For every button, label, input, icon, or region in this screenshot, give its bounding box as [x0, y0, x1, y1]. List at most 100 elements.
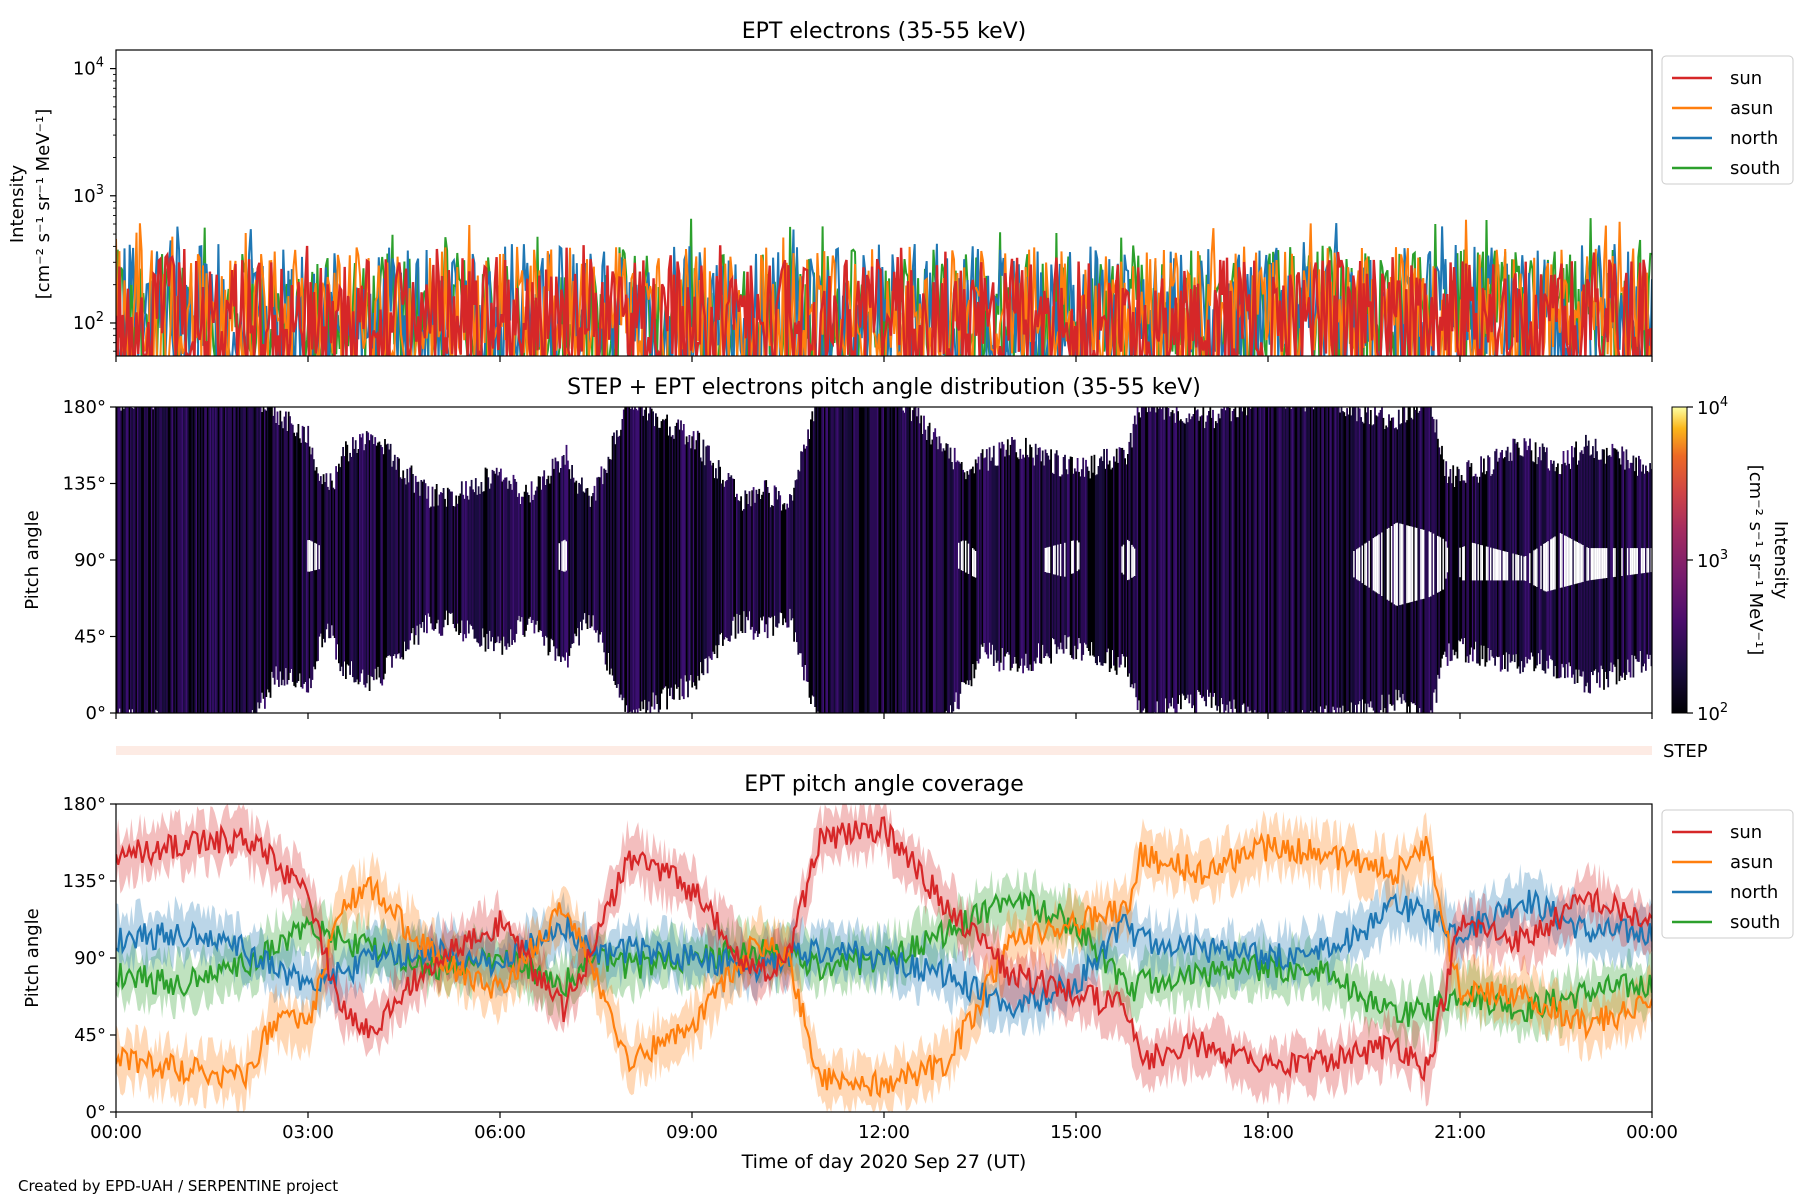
heatmap-column — [666, 414, 668, 710]
heatmap-column — [634, 407, 636, 713]
heatmap-column — [370, 434, 372, 677]
heatmap-column — [636, 410, 639, 713]
heatmap-gap — [318, 545, 321, 570]
heatmap-column — [1457, 469, 1460, 641]
heatmap-column — [385, 444, 388, 658]
heatmap-column — [970, 468, 973, 687]
heatmap-column — [526, 492, 529, 625]
heatmap-gap — [1406, 525, 1408, 604]
heatmap-column — [211, 407, 213, 713]
heatmap-column — [1143, 407, 1146, 709]
heatmap-column — [272, 415, 275, 678]
heatmap-gap — [1402, 524, 1404, 605]
heatmap-column — [983, 458, 985, 643]
heatmap-column — [942, 448, 945, 713]
heatmap-column — [614, 444, 617, 685]
heatmap-gap — [1353, 551, 1355, 578]
heatmap-column — [1160, 409, 1163, 713]
heatmap-column — [1418, 410, 1421, 709]
heatmap-column — [1530, 450, 1533, 653]
heatmap-column — [357, 449, 360, 685]
heatmap-column — [416, 482, 418, 626]
heatmap-column — [818, 407, 821, 713]
heatmap-column — [906, 407, 909, 713]
heatmap-column — [554, 457, 557, 661]
heatmap-column — [363, 450, 365, 685]
heatmap-column — [713, 478, 716, 654]
heatmap-column — [951, 462, 953, 713]
heatmap-column — [833, 407, 836, 713]
panel-intensity: EPT electrons (35-55 keV) 102 103 104 Inte… — [7, 19, 1794, 362]
heatmap-column — [1344, 416, 1347, 713]
heatmap-gap — [1381, 532, 1383, 596]
heatmap-column — [191, 407, 194, 713]
heatmap-column — [441, 493, 444, 636]
heatmap-column — [568, 469, 571, 656]
panel3-title: EPT pitch angle coverage — [744, 772, 1024, 797]
heatmap-column — [1526, 450, 1529, 664]
heatmap-column — [1242, 407, 1245, 704]
heatmap-column — [480, 482, 483, 646]
heatmap-column — [1628, 468, 1631, 673]
heatmap-column — [782, 504, 784, 626]
heatmap-column — [1157, 408, 1160, 713]
heatmap-column — [1234, 407, 1237, 709]
heatmap-gap — [1569, 538, 1572, 586]
heatmap-column — [216, 407, 219, 713]
heatmap-gap — [974, 551, 977, 578]
heatmap-column — [719, 466, 721, 635]
heatmap-column — [882, 407, 885, 713]
heatmap-column — [500, 468, 502, 641]
heatmap-column — [1286, 407, 1288, 713]
heatmap-column — [342, 447, 344, 676]
heatmap-column — [198, 407, 201, 713]
heatmap-column — [994, 465, 997, 651]
heatmap-column — [877, 407, 879, 713]
heatmap-column — [1022, 454, 1024, 674]
heatmap-column — [797, 469, 800, 655]
heatmap-gap — [1386, 528, 1389, 600]
heatmap-column — [410, 465, 413, 634]
heatmap-column — [984, 457, 987, 653]
heatmap-gap — [1046, 547, 1048, 573]
heatmap-column — [1339, 412, 1341, 708]
heatmap-column — [507, 488, 509, 644]
heatmap-column — [1508, 461, 1510, 655]
heatmap-column — [135, 407, 138, 713]
heatmap-column — [333, 489, 336, 638]
heatmap-column — [224, 407, 227, 713]
heatmap-column — [396, 457, 399, 655]
heatmap-column — [985, 449, 988, 655]
heatmap-gap — [1409, 526, 1411, 603]
heatmap-column — [1434, 432, 1436, 690]
heatmap-column — [231, 407, 234, 713]
heatmap-column — [1557, 463, 1559, 679]
heatmap-gap — [1598, 548, 1601, 579]
heatmap-column — [1075, 471, 1078, 660]
heatmap-column — [248, 407, 251, 713]
heatmap-column — [364, 444, 367, 688]
heatmap-column — [988, 447, 991, 643]
heatmap-column — [775, 487, 777, 627]
heatmap-column — [343, 456, 346, 662]
heatmap-column — [674, 426, 677, 685]
heatmap-column — [241, 407, 244, 713]
heatmap-column — [550, 475, 553, 639]
heatmap-column — [682, 424, 685, 700]
heatmap-gap — [1512, 553, 1515, 581]
heatmap-column — [1466, 462, 1469, 657]
heatmap-column — [900, 407, 903, 713]
heatmap-column — [1153, 407, 1156, 713]
heatmap-column — [1382, 417, 1385, 713]
heatmap-column — [1030, 447, 1033, 671]
heatmap-column — [328, 489, 330, 639]
heatmap-column — [479, 493, 481, 647]
heatmap-column — [427, 486, 430, 614]
heatmap-column — [319, 476, 322, 634]
heatmap-column — [508, 480, 511, 647]
heatmap-column — [620, 429, 622, 695]
heatmap-column — [1607, 455, 1610, 688]
heatmap-column — [863, 407, 865, 713]
heatmap-column — [188, 407, 191, 713]
heatmap-gap — [561, 541, 564, 571]
